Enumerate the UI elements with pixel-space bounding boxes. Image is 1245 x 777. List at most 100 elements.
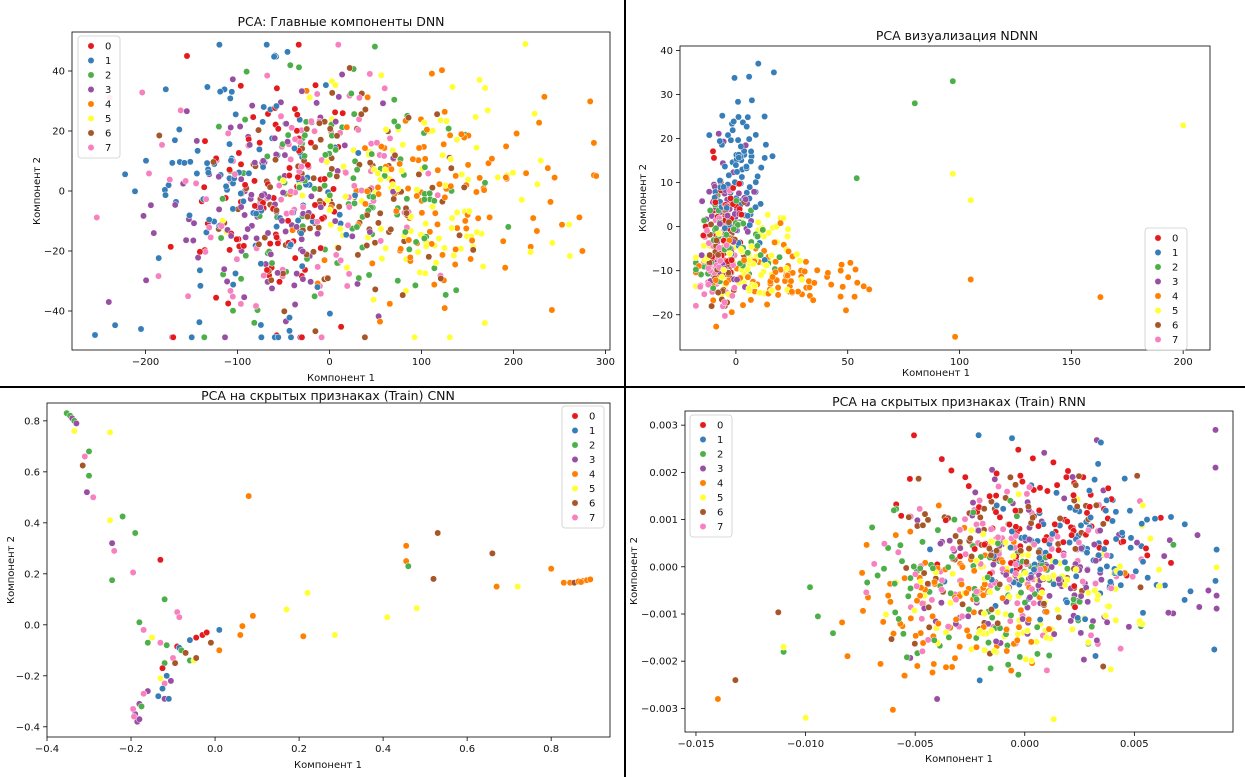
scatter-point-class-3 [1213,592,1221,600]
scatter-point-class-5 [1139,501,1147,509]
scatter-point-class-5 [979,530,987,538]
scatter-point-class-1 [1102,507,1110,515]
scatter-point-class-3 [715,130,723,138]
scatter-point-class-0 [317,244,325,252]
scatter-point-class-4 [374,183,382,191]
scatter-point-class-5 [429,203,436,211]
scatter-point-class-2 [907,584,914,592]
scatter-point-class-2 [890,506,898,514]
scatter-point-class-4 [930,660,938,668]
scatter-point-class-2 [906,574,914,582]
scatter-point-class-3 [1026,593,1034,601]
scatter-point-class-5 [737,245,745,253]
scatter-point-class-0 [201,137,209,145]
scatter-point-class-2 [916,564,924,572]
legend-marker-1 [571,427,579,434]
scatter-point-class-1 [1103,562,1111,570]
scatter-point-class-3 [190,219,198,227]
scatter-point-class-7 [140,690,148,698]
scatter-point-class-6 [328,165,336,173]
scatter-point-class-7 [716,257,724,265]
scatter-point-class-7 [1028,585,1036,593]
scatter-point-class-5 [518,196,526,204]
scatter-point-class-0 [203,629,211,636]
scatter-point-class-2 [947,589,955,597]
scatter-point-class-6 [1056,515,1064,522]
scatter-point-class-6 [335,203,343,211]
scatter-point-class-5 [453,209,461,216]
scatter-point-class-3 [1067,617,1075,625]
scatter-point-class-7 [275,182,283,189]
scatter-point-class-0 [1167,559,1175,567]
scatter-point-class-2 [200,333,208,341]
scatter-point-class-1 [229,281,237,289]
scatter-point-class-0 [293,127,301,135]
scatter-point-class-2 [445,125,453,133]
scatter-point-class-4 [486,213,494,221]
scatter-point-class-2 [944,563,952,571]
scatter-point-class-6 [731,676,739,684]
scatter-point-class-3 [221,333,229,341]
legend-marker-1 [699,436,707,443]
scatter-point-class-7 [291,135,299,143]
scatter-point-class-4 [837,267,845,275]
scatter-point-class-1 [754,60,762,68]
scatter-point-class-2 [1033,650,1041,658]
scatter-point-class-1 [762,141,770,149]
scatter-point-class-0 [993,470,1001,477]
scatter-point-class-1 [203,159,211,167]
legend-marker-3 [571,456,579,463]
scatter-point-class-4 [547,198,554,206]
scatter-point-class-0 [992,492,1000,500]
scatter-point-class-1 [1126,507,1134,515]
scatter-point-class-2 [874,572,882,579]
scatter-point-class-3 [105,298,113,306]
scatter-point-class-7 [880,540,888,548]
scatter-point-class-0 [226,166,233,174]
scatter-point-class-0 [1049,458,1057,466]
scatter-point-class-3 [1092,557,1100,565]
scatter-point-class-5 [514,583,522,591]
scatter-point-class-6 [920,569,928,577]
scatter-point-class-5 [1021,569,1029,577]
scatter-point-class-1 [761,113,769,120]
scatter-point-class-6 [346,64,354,72]
scatter-point-class-4 [740,256,748,264]
scatter-point-class-4 [406,253,414,261]
scatter-point-class-6 [433,110,441,118]
legend-marker-5 [699,494,707,501]
scatter-point-class-1 [1116,569,1124,577]
scatter-point-class-3 [1103,618,1111,626]
scatter-point-class-1 [342,231,350,239]
scatter-point-class-1 [297,229,305,237]
scatter-point-class-2 [295,184,303,191]
scatter-point-class-7 [337,256,345,264]
scatter-point-class-5 [481,84,489,92]
legend-marker-2 [1154,263,1162,271]
horizontal-divider [0,386,1245,388]
scatter-point-class-5 [279,177,287,185]
scatter-point-class-1 [1167,513,1175,521]
scatter-point-class-6 [266,183,274,191]
scatter-point-class-4 [238,622,246,630]
scatter-point-class-3 [72,419,80,427]
scatter-point-class-1 [1030,566,1038,574]
scatter-point-class-4 [502,173,510,181]
scatter-point-class-7 [1036,565,1044,573]
scatter-point-class-7 [307,117,315,125]
scatter-point-class-7 [145,170,153,177]
scatter-point-class-5 [336,225,344,233]
x-axis-label: Компонент 1 [902,368,970,379]
scatter-point-class-2 [753,242,761,250]
y-tick-label: 0.8 [24,416,40,427]
scatter-point-class-2 [347,90,355,97]
scatter-point-class-7 [342,169,350,177]
scatter-point-class-7 [704,281,712,289]
scatter-point-class-0 [1014,446,1022,454]
scatter-point-class-0 [727,194,735,202]
scatter-point-class-6 [1040,600,1048,608]
scatter-point-class-3 [227,232,235,240]
scatter-point-class-7 [138,89,146,96]
scatter-point-class-2 [969,509,977,516]
scatter-point-class-6 [255,126,262,134]
